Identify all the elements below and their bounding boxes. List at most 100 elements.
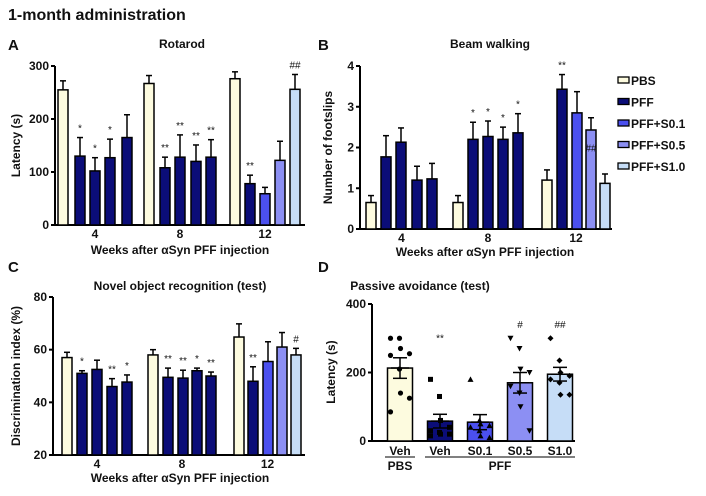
data-point [396, 335, 403, 341]
y-tick-label: 400 [346, 297, 366, 311]
bar-pff-s1-0 [205, 156, 217, 226]
x-tick-label: 12 [569, 231, 583, 245]
x-tick-label: S1.0 [548, 444, 573, 458]
y-axis-label: Number of footslips [321, 91, 335, 205]
bar-pbs [365, 201, 377, 230]
significance-mark: # [293, 334, 299, 345]
significance-mark: ** [108, 365, 116, 376]
x-axis-label: Weeks after αSyn PFF injection [396, 245, 575, 259]
bar-pff-s0-1 [482, 135, 494, 230]
significance-mark: ** [207, 358, 215, 369]
legend-label: PFF+S0.1 [631, 117, 686, 131]
significance-mark: ** [179, 356, 187, 367]
bar-pff-s0-1 [262, 360, 274, 456]
x-tick-label: 8 [177, 227, 184, 241]
y-axis-label: Latency (s) [324, 340, 338, 403]
x-tick-label: 12 [261, 457, 275, 471]
x-tick-label: 8 [485, 231, 492, 245]
bar [546, 373, 574, 442]
bar-pbs [541, 179, 553, 230]
bar-pff-s1-0 [426, 178, 438, 230]
significance-mark: * [108, 125, 112, 136]
x-axis-label: Weeks after αSyn PFF injection [91, 243, 270, 257]
significance-mark: ** [558, 61, 566, 72]
y-tick-label: 2 [347, 141, 354, 155]
significance-mark: * [80, 357, 84, 368]
bar-pff-s0-5 [497, 138, 509, 230]
significance-mark: ** [176, 121, 184, 132]
significance-mark: ** [164, 354, 172, 365]
legend-swatch [617, 162, 630, 170]
y-axis-label: Discrimination index (%) [9, 306, 23, 446]
significance-mark: * [125, 361, 129, 372]
significance-mark: ** [207, 126, 215, 137]
bar-pff-s1-0 [205, 375, 217, 456]
significance-mark: ** [161, 143, 169, 154]
data-point [547, 335, 554, 342]
y-tick-label: 100 [29, 165, 49, 179]
legend-swatch [617, 140, 630, 149]
bar-pff-s0-1 [174, 156, 186, 226]
significance-mark: * [486, 107, 490, 118]
bar-pff-s1-0 [599, 182, 611, 230]
y-tick-label: 0 [347, 222, 354, 236]
x-tick-label: 8 [179, 457, 186, 471]
bar-pff-s0-1 [177, 377, 189, 456]
data-point [517, 404, 524, 410]
data-point [526, 370, 533, 376]
bar-pff-s0-5 [106, 385, 118, 456]
y-tick-label: 200 [29, 112, 49, 126]
x-tick-label: Veh [389, 444, 410, 458]
legend-swatch [617, 97, 630, 106]
group-label-pff: PFF [489, 459, 512, 473]
bar-pff-s0-1 [395, 141, 407, 230]
y-tick-label: 200 [346, 366, 366, 380]
data-point [526, 428, 533, 434]
data-point [477, 432, 484, 439]
legend-label: PFF+S0.5 [631, 139, 686, 153]
data-point [387, 409, 394, 415]
significance-mark: # [517, 320, 523, 331]
data-point [406, 395, 413, 401]
panel-letter: B [318, 37, 329, 54]
bar-pff-s1-0 [121, 381, 133, 456]
y-tick-label: 80 [34, 290, 48, 304]
bar-pff [162, 376, 174, 456]
data-point [547, 376, 554, 383]
bar-pff [467, 138, 479, 230]
y-tick-label: 40 [34, 395, 48, 409]
significance-mark: ## [289, 60, 301, 71]
data-point [467, 376, 474, 382]
data-point [566, 391, 573, 398]
bar-pbs [57, 89, 69, 226]
legend-label: PBS [631, 74, 656, 88]
legend: PBS PFF PFF+S0.1 PFF+S0.5 PFF+S1.0 [617, 74, 686, 174]
bar-pff-s1-0 [512, 132, 524, 230]
legend-swatch [617, 119, 630, 127]
data-point [516, 346, 523, 352]
bar-pff-s1-0 [290, 354, 302, 456]
y-tick-label: 3 [347, 100, 354, 114]
bar-pff-s1-0 [289, 88, 301, 226]
data-point [447, 431, 452, 437]
x-tick-label: S0.1 [468, 444, 493, 458]
data-point [387, 352, 394, 358]
bar-pbs [233, 336, 245, 456]
data-point [437, 393, 442, 399]
bar-pff-s0-5 [585, 129, 597, 230]
bar-pbs [147, 354, 159, 456]
panel-c-novel-object: C Novel object recognition (test) 20 40 60 80… [8, 259, 305, 485]
x-tick-label: Veh [429, 444, 450, 458]
bar-pff-s0-1 [91, 368, 103, 456]
x-tick-label: 4 [94, 457, 101, 471]
bar-pff-s0-5 [276, 346, 288, 456]
x-tick-label: 4 [92, 227, 99, 241]
significance-mark: ** [436, 334, 444, 345]
data-point [517, 366, 524, 373]
significance-mark: ** [246, 161, 254, 172]
bar-pff-s0-1 [89, 170, 101, 226]
bar-pff [74, 155, 86, 226]
